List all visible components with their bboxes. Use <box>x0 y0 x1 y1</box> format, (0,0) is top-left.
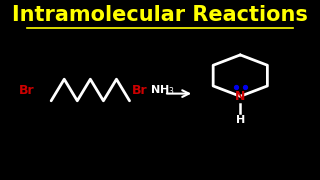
Text: N: N <box>235 90 245 103</box>
Text: H: H <box>236 115 245 125</box>
Text: Br: Br <box>19 84 35 96</box>
Text: Br: Br <box>132 84 147 96</box>
Text: Intramolecular Reactions: Intramolecular Reactions <box>12 5 308 25</box>
Text: NH$_3$: NH$_3$ <box>150 83 175 97</box>
